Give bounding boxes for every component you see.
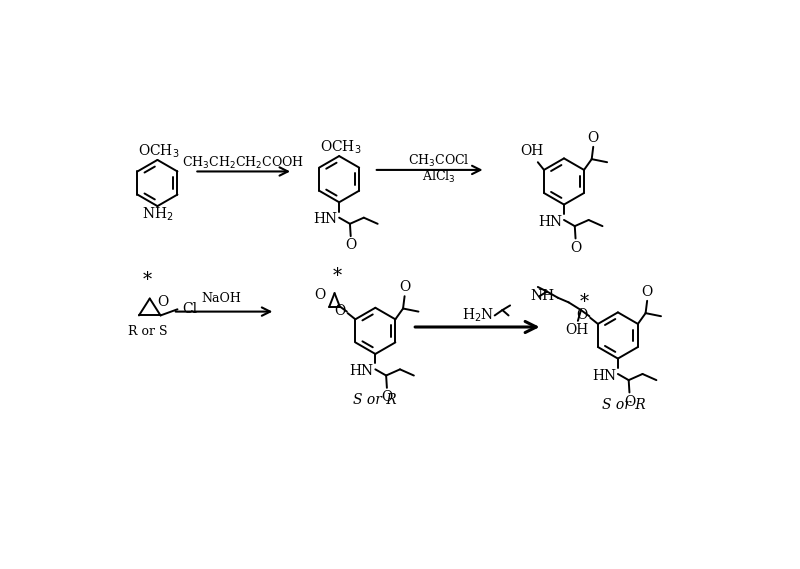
Text: O: O — [382, 390, 393, 404]
Text: AlCl$_3$: AlCl$_3$ — [422, 169, 456, 185]
Text: HN: HN — [592, 369, 616, 382]
Text: H$_2$N: H$_2$N — [462, 307, 494, 324]
Text: O: O — [158, 295, 169, 308]
Text: OCH$_3$: OCH$_3$ — [320, 139, 362, 156]
Text: O: O — [399, 280, 410, 294]
Text: HN: HN — [314, 212, 338, 226]
Text: OH: OH — [566, 323, 589, 337]
Text: CH$_3$CH$_2$CH$_2$COOH: CH$_3$CH$_2$CH$_2$COOH — [182, 155, 304, 171]
Text: OH: OH — [520, 145, 543, 158]
Text: S or R: S or R — [602, 398, 646, 412]
Text: O: O — [642, 284, 653, 299]
Text: S or R: S or R — [354, 393, 398, 407]
Text: CH$_3$COCl: CH$_3$COCl — [409, 154, 470, 170]
Text: *: * — [332, 267, 342, 286]
Text: Cl: Cl — [182, 302, 198, 316]
Text: HN: HN — [350, 364, 374, 378]
Text: HN: HN — [538, 215, 562, 229]
Text: O: O — [624, 395, 635, 409]
Text: NaOH: NaOH — [202, 292, 242, 304]
Text: O: O — [345, 238, 356, 253]
Text: NH: NH — [530, 289, 554, 303]
Text: O: O — [588, 130, 599, 145]
Text: *: * — [579, 292, 589, 311]
Text: R or S: R or S — [129, 325, 168, 339]
Text: O: O — [577, 308, 588, 323]
Text: O: O — [334, 304, 346, 318]
Text: O: O — [570, 241, 581, 255]
Text: *: * — [143, 271, 152, 289]
Text: OCH$_3$: OCH$_3$ — [138, 143, 180, 160]
Text: NH$_2$: NH$_2$ — [142, 205, 174, 222]
Text: O: O — [314, 288, 326, 302]
